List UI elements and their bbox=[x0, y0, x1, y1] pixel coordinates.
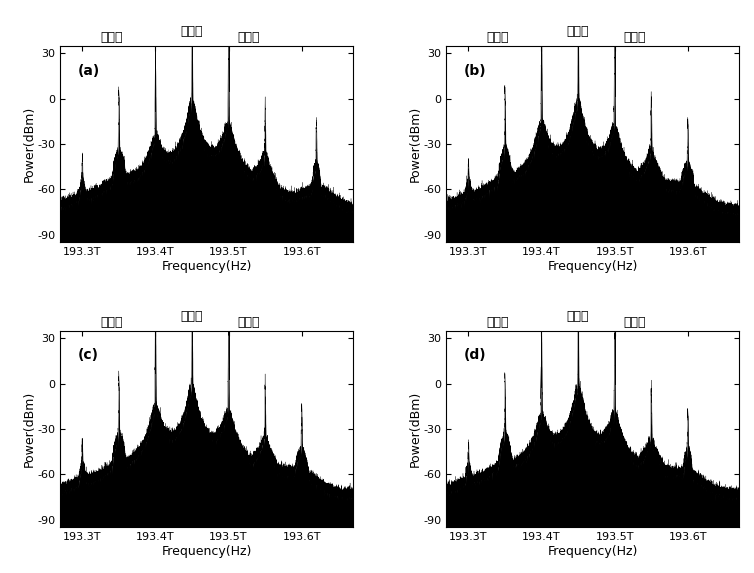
Text: 转换光: 转换光 bbox=[486, 31, 509, 44]
Text: 泵浦光: 泵浦光 bbox=[567, 310, 590, 323]
Text: 转换光: 转换光 bbox=[486, 316, 509, 329]
Y-axis label: Power(dBm): Power(dBm) bbox=[23, 391, 36, 467]
Text: 泵浦光: 泵浦光 bbox=[181, 25, 203, 38]
X-axis label: Frequency(Hz): Frequency(Hz) bbox=[161, 260, 252, 273]
Text: 转换光: 转换光 bbox=[100, 31, 123, 44]
Text: 转换光: 转换光 bbox=[100, 316, 123, 329]
Text: 信号光: 信号光 bbox=[238, 316, 260, 329]
Y-axis label: Power(dBm): Power(dBm) bbox=[23, 106, 36, 182]
X-axis label: Frequency(Hz): Frequency(Hz) bbox=[547, 260, 638, 273]
Text: 信号光: 信号光 bbox=[624, 31, 646, 44]
Text: 信号光: 信号光 bbox=[624, 316, 646, 329]
Text: (c): (c) bbox=[78, 348, 99, 362]
Text: (b): (b) bbox=[464, 64, 486, 77]
Y-axis label: Power(dBm): Power(dBm) bbox=[409, 106, 422, 182]
Text: 泵浦光: 泵浦光 bbox=[567, 25, 590, 38]
Y-axis label: Power(dBm): Power(dBm) bbox=[409, 391, 422, 467]
Text: (a): (a) bbox=[78, 64, 100, 77]
Text: 泵浦光: 泵浦光 bbox=[181, 310, 203, 323]
Text: 信号光: 信号光 bbox=[238, 31, 260, 44]
X-axis label: Frequency(Hz): Frequency(Hz) bbox=[161, 545, 252, 558]
Text: (d): (d) bbox=[464, 348, 486, 362]
X-axis label: Frequency(Hz): Frequency(Hz) bbox=[547, 545, 638, 558]
